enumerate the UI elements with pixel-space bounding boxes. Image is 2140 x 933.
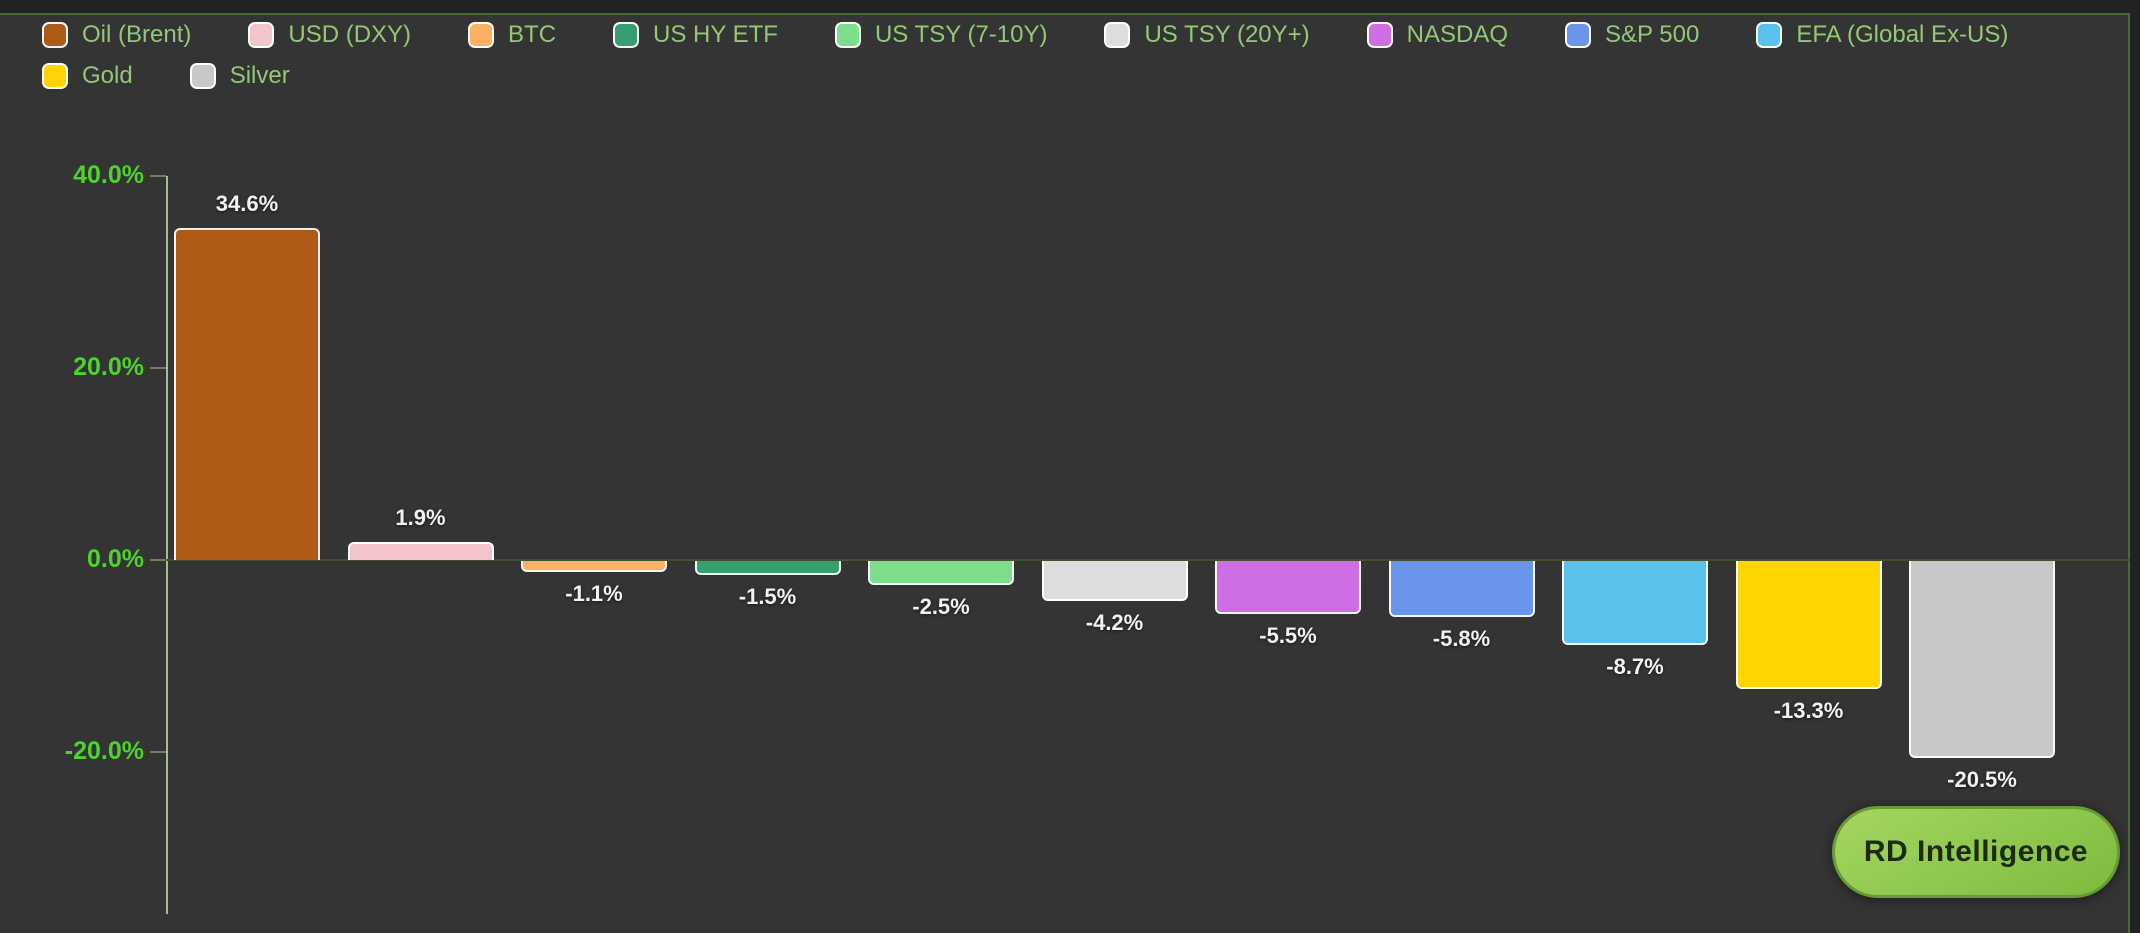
- legend-swatch-icon: [189, 63, 216, 89]
- legend-item-btc[interactable]: BTC: [468, 20, 556, 50]
- legend-item-label: US HY ETF: [653, 21, 778, 48]
- legend-item-label: NASDAQ: [1406, 21, 1509, 48]
- legend-swatch-icon: [834, 22, 861, 48]
- bar-value-label-us-tsy-7-10y: -2.5%: [912, 594, 970, 619]
- legend-item-oil-brent[interactable]: Oil (Brent): [42, 20, 191, 50]
- legend-swatch-icon: [42, 22, 68, 48]
- legend-item-label: US TSY (20Y+): [1144, 21, 1310, 48]
- bar-gold[interactable]: [1735, 561, 1882, 689]
- legend-item-us-hy-etf[interactable]: US HY ETF: [613, 20, 778, 50]
- legend-item-label: Gold: [82, 62, 133, 89]
- legend-item-label: Oil (Brent): [82, 21, 192, 48]
- chart-legend: Oil (Brent) USD (DXY) BTC US HY ETF US TSY (…: [42, 20, 2062, 91]
- legend-item-silver[interactable]: Silver: [189, 61, 290, 91]
- bar-oil-brent[interactable]: [174, 227, 320, 560]
- bar-btc[interactable]: [521, 561, 667, 572]
- legend-item-nasdaq[interactable]: NASDAQ: [1366, 20, 1509, 50]
- legend-swatch-icon: [1366, 22, 1393, 48]
- bar-silver[interactable]: [1909, 561, 2055, 758]
- chart-panel: [0, 13, 2130, 933]
- bar-value-label-usd-dxy: 1.9%: [395, 504, 446, 530]
- y-axis-line: [166, 176, 168, 914]
- bar-chart: 40.0% 20.0% 0.0% -20.0% 34.6% 1.9% -1.1% -1.5% -…: [64, 161, 2130, 914]
- bar-usd-dxy[interactable]: [347, 541, 494, 560]
- legend-swatch-icon: [1756, 22, 1783, 48]
- bar-value-label-efa-global-ex-us: -8.7%: [1606, 653, 1664, 679]
- y-tick-label: 40.0%: [73, 161, 144, 189]
- y-tick-label: 0.0%: [87, 545, 144, 573]
- y-tick-mark: [150, 559, 166, 561]
- bar-nasdaq[interactable]: [1215, 561, 1361, 614]
- bar-value-label-oil-brent: 34.6%: [215, 190, 279, 216]
- bar-us-hy-etf[interactable]: [694, 561, 841, 576]
- rd-intelligence-badge[interactable]: RD Intelligence: [1832, 806, 2120, 898]
- legend-swatch-icon: [42, 63, 68, 89]
- legend-item-label: BTC: [508, 21, 557, 48]
- legend-item-label: EFA (Global Ex-US): [1796, 21, 2009, 48]
- y-tick-label: 20.0%: [73, 353, 144, 381]
- y-tick-mark: [150, 751, 166, 753]
- zero-baseline: [166, 559, 2130, 561]
- legend-swatch-icon: [613, 22, 640, 48]
- rd-intelligence-label: RD Intelligence: [1863, 835, 2089, 868]
- bar-value-label-gold: -13.3%: [1773, 697, 1844, 723]
- y-tick-mark: [150, 367, 166, 369]
- legend-item-sp-500[interactable]: S&P 500: [1565, 20, 1699, 50]
- legend-item-us-tsy-7-10y[interactable]: US TSY (7-10Y): [834, 20, 1048, 50]
- legend-swatch-icon: [1565, 22, 1592, 48]
- bar-value-label-us-hy-etf: -1.5%: [738, 584, 797, 610]
- bar-value-label-btc: -1.1%: [565, 580, 623, 606]
- legend-swatch-icon: [468, 22, 495, 48]
- bar-value-label-silver: -20.5%: [1947, 766, 2017, 792]
- bar-efa-global-ex-us[interactable]: [1562, 561, 1708, 645]
- legend-item-efa-global-ex-us[interactable]: EFA (Global Ex-US): [1756, 20, 2008, 50]
- y-tick-mark: [150, 175, 166, 177]
- legend-item-label: S&P 500: [1605, 21, 1700, 48]
- bar-us-tsy-7-10y[interactable]: [868, 561, 1014, 585]
- legend-item-usd-dxy[interactable]: USD (DXY): [248, 20, 411, 50]
- bar-value-label-sp-500: -5.8%: [1432, 625, 1491, 651]
- y-tick-label: -20.0%: [64, 737, 144, 765]
- legend-item-us-tsy-20y[interactable]: US TSY (20Y+): [1104, 20, 1310, 50]
- bar-sp-500[interactable]: [1388, 561, 1535, 617]
- legend-item-gold[interactable]: Gold: [42, 61, 133, 91]
- bar-us-tsy-20y[interactable]: [1041, 561, 1188, 602]
- legend-item-label: Silver: [229, 62, 290, 89]
- legend-item-label: USD (DXY): [288, 21, 412, 48]
- bar-value-label-nasdaq: -5.5%: [1259, 622, 1317, 648]
- bar-value-label-us-tsy-20y: -4.2%: [1085, 610, 1144, 636]
- legend-swatch-icon: [248, 22, 275, 48]
- legend-swatch-icon: [1104, 22, 1131, 48]
- legend-item-label: US TSY (7-10Y): [874, 21, 1048, 48]
